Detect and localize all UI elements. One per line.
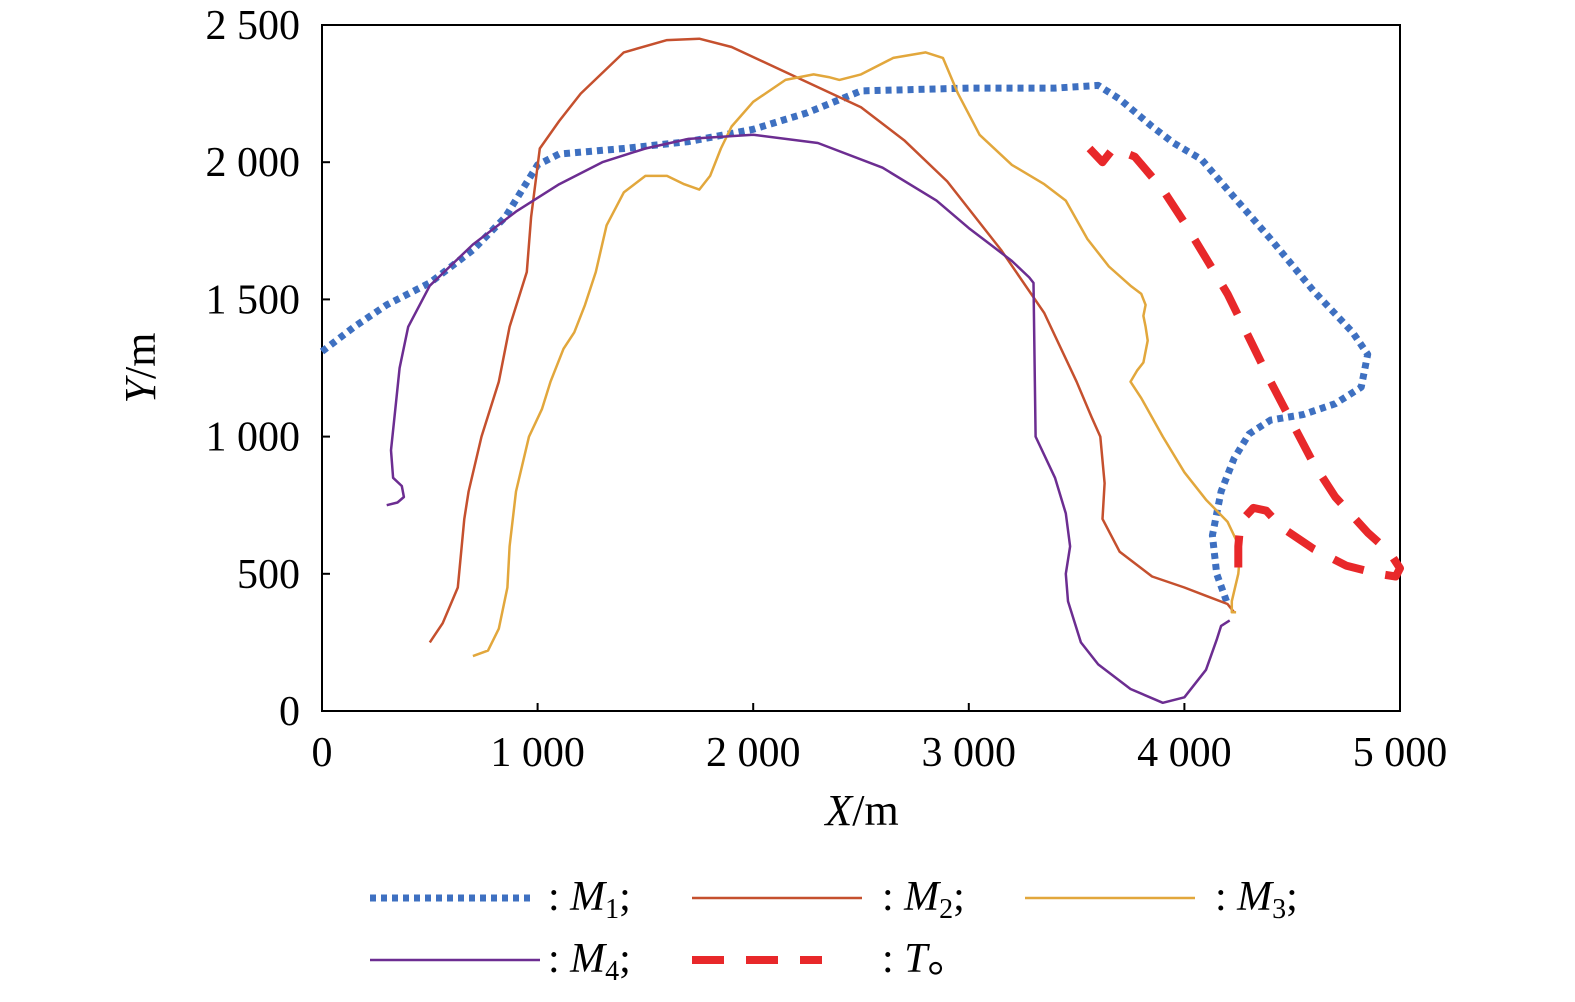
- series-line-m2: [428, 37, 1235, 644]
- legend: : M1; : M2; : M3; : M4; : T。: [370, 874, 1298, 987]
- y-tick-label: 2 500: [206, 3, 301, 49]
- legend-label-m1: : M1;: [548, 874, 631, 925]
- x-tick-label: 5 000: [1353, 730, 1448, 776]
- series-line-m3: [472, 51, 1242, 658]
- y-tick-label: 1 000: [206, 415, 301, 461]
- series-layer: [319, 37, 1404, 705]
- legend-label-m2: : M2;: [882, 874, 965, 925]
- series-line-m1: [319, 81, 1372, 606]
- y-tick-label: 500: [237, 552, 300, 598]
- series-line-t: [1086, 144, 1404, 581]
- series-line-m4: [386, 133, 1231, 705]
- x-axis-ticks: 0 1 000 2 000 3 000 4 000 5 000: [312, 703, 1448, 776]
- x-tick-label: 4 000: [1137, 730, 1232, 776]
- y-tick-label: 2 000: [206, 140, 301, 186]
- x-tick-label: 3 000: [922, 730, 1017, 776]
- x-tick-label: 2 000: [706, 730, 801, 776]
- y-tick-label: 0: [279, 689, 300, 735]
- y-axis-label: Y/m: [116, 333, 165, 404]
- legend-label-m4: : M4;: [548, 936, 631, 987]
- y-tick-label: 1 500: [206, 277, 301, 323]
- x-tick-label: 0: [312, 730, 333, 776]
- x-axis-label: X/m: [823, 786, 898, 835]
- x-tick-label: 1 000: [490, 730, 585, 776]
- legend-label-t: : T。: [882, 936, 970, 982]
- y-axis-ticks: 0 500 1 000 1 500 2 000 2 500: [206, 3, 330, 735]
- legend-label-m3: : M3;: [1215, 874, 1298, 925]
- plot-frame: [321, 24, 1401, 712]
